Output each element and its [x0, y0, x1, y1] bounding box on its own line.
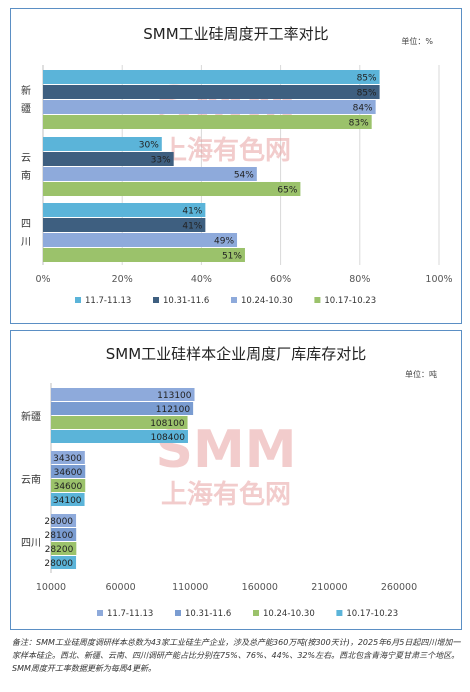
chart-title: SMM工业硅样本企业周度厂库库存对比	[105, 345, 367, 363]
legend-label: 10.24-10.30	[241, 296, 293, 306]
data-label: 112100	[156, 405, 191, 415]
x-tick-label: 40%	[191, 274, 212, 285]
bar	[43, 233, 238, 247]
x-tick-label: 10000	[36, 582, 66, 593]
bar	[43, 203, 206, 217]
bar	[43, 167, 257, 181]
data-label: 84%	[353, 104, 373, 114]
unit-label: 单位：%	[401, 37, 433, 46]
data-label: 28000	[44, 559, 73, 569]
legend-swatch	[231, 297, 237, 303]
category-label: 云	[21, 153, 31, 164]
bar	[51, 514, 77, 527]
x-tick-label: 0%	[35, 274, 50, 285]
bar	[43, 248, 245, 262]
bar	[43, 218, 206, 232]
data-label: 41%	[182, 222, 202, 232]
bar	[51, 416, 188, 429]
legend-label: 10.17-10.23	[324, 296, 376, 306]
legend-swatch	[97, 610, 103, 616]
data-label: 28100	[45, 531, 74, 541]
legend-label: 10.31-11.6	[163, 296, 209, 306]
legend-swatch	[153, 297, 159, 303]
bar	[51, 451, 85, 464]
category-label: 疆	[21, 103, 31, 115]
watermark-text: 上海有色网	[161, 135, 291, 166]
bar	[51, 388, 195, 401]
data-label: 85%	[357, 74, 377, 84]
data-label: 34300	[53, 454, 82, 464]
data-label: 33%	[151, 156, 171, 166]
legend-swatch	[314, 297, 321, 303]
inventory-bar-chart: SMM上海有色网113100112100108100108400新疆343003…	[21, 383, 417, 619]
legend-label: 10.17-10.23	[346, 609, 398, 619]
watermark-text: 上海有色网	[161, 479, 291, 510]
x-tick-label: 260000	[381, 582, 417, 593]
data-label: 49%	[214, 237, 234, 247]
footnote: 备注：SMM工业硅周度调研样本总数为43家工业硅生产企业，涉及总产能360万吨(…	[12, 638, 461, 673]
bar	[43, 115, 372, 129]
x-tick-label: 100%	[425, 274, 452, 285]
bar	[43, 70, 380, 84]
data-label: 83%	[349, 119, 369, 129]
data-label: 54%	[234, 171, 254, 181]
legend-swatch	[336, 610, 343, 616]
x-tick-label: 60%	[270, 274, 291, 285]
bar	[43, 85, 380, 99]
x-tick-label: 210000	[311, 582, 347, 593]
bar	[51, 430, 188, 443]
legend-label: 10.24-10.30	[263, 609, 315, 619]
data-label: 85%	[357, 89, 377, 99]
category-label: 四川	[21, 538, 41, 549]
x-tick-label: 80%	[349, 274, 370, 285]
bar	[51, 528, 77, 541]
legend-label: 11.7-11.13	[85, 296, 131, 306]
legend-swatch	[75, 297, 81, 303]
bar	[51, 479, 86, 492]
legend-label: 10.31-11.6	[185, 609, 231, 619]
bar	[43, 152, 174, 166]
bar	[51, 556, 77, 569]
bar	[51, 402, 194, 415]
data-label: 113100	[157, 391, 192, 401]
unit-label: 单位：吨	[405, 370, 437, 379]
category-label: 云南	[21, 473, 41, 486]
bar	[43, 137, 162, 151]
bar	[51, 493, 85, 506]
data-label: 51%	[222, 252, 242, 262]
category-label: 新疆	[21, 410, 41, 423]
data-label: 34100	[53, 496, 82, 506]
x-tick-label: 20%	[112, 274, 133, 285]
legend-label: 11.7-11.13	[107, 609, 153, 619]
category-label: 川	[21, 237, 31, 248]
data-label: 34600	[54, 468, 83, 478]
utilization-chart-panel: SMM工业硅周度开工率对比 单位：% SMM上海有色网85%85%84%83%新…	[10, 8, 462, 324]
utilization-bar-chart: SMM上海有色网85%85%84%83%新疆30%33%54%65%云南41%4…	[21, 65, 453, 306]
x-tick-label: 60000	[105, 582, 135, 593]
data-label: 30%	[139, 141, 159, 151]
data-label: 65%	[277, 186, 297, 196]
inventory-chart-panel: SMM工业硅样本企业周度厂库库存对比 单位：吨 SMM 上海有色网 113100 11…	[10, 330, 462, 630]
data-label: 108400	[151, 433, 186, 443]
bar	[51, 542, 77, 555]
x-tick-label: 160000	[242, 582, 278, 593]
legend-swatch	[175, 610, 181, 616]
category-label: 四	[21, 219, 31, 230]
category-label: 南	[21, 169, 31, 182]
category-label: 新	[21, 84, 31, 97]
chart-title: SMM工业硅周度开工率对比	[143, 25, 329, 43]
data-label: 41%	[182, 207, 202, 217]
data-label: 28000	[44, 517, 73, 527]
bar	[51, 465, 86, 478]
x-tick-label: 110000	[172, 582, 208, 593]
data-label: 34600	[54, 482, 83, 492]
data-label: 108100	[150, 419, 185, 429]
bar	[43, 182, 301, 196]
bar	[43, 100, 376, 114]
legend-swatch	[253, 610, 259, 616]
data-label: 28200	[45, 545, 74, 555]
